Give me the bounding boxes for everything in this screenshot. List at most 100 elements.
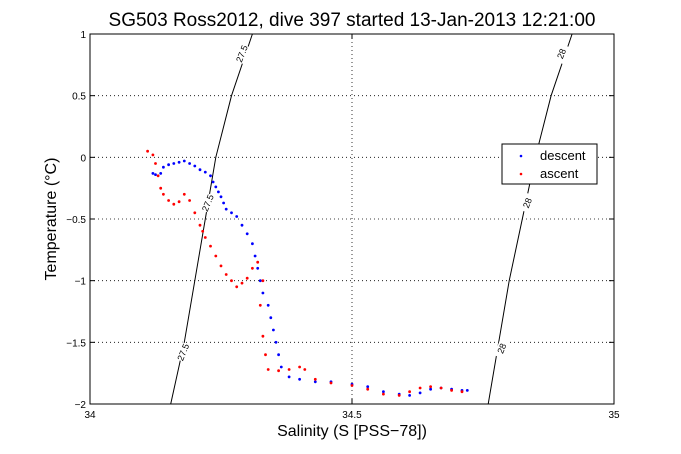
density-contour-line: [487, 33, 573, 405]
x-tick-label: 34.5: [342, 410, 362, 421]
ascent-point: [182, 192, 186, 196]
ascent-point: [209, 244, 212, 248]
ascent-point: [245, 276, 249, 280]
ascent-point: [201, 229, 205, 233]
y-tick-label: −0.5: [66, 215, 86, 226]
descent-point: [251, 242, 254, 246]
ascent-point: [397, 394, 401, 397]
contour-label-background: [199, 192, 216, 214]
descent-point: [279, 365, 283, 369]
descent-point: [230, 211, 233, 215]
ascent-point: [188, 199, 192, 202]
contour-label-background: [553, 43, 570, 64]
contour-label-background: [233, 43, 250, 64]
ascent-point: [167, 199, 171, 202]
y-tick-label: −1: [75, 277, 87, 288]
contour-label: 28: [555, 47, 568, 60]
x-tick-label: 35: [608, 410, 620, 421]
contour-label: 28: [495, 342, 508, 355]
descent-point: [177, 160, 181, 164]
ascent-point: [418, 386, 422, 390]
descent-point: [287, 375, 291, 379]
contour-label: 28: [521, 196, 534, 209]
legend-marker-descent: [519, 154, 523, 158]
descent-point: [214, 185, 218, 189]
ascent-point: [366, 387, 370, 391]
ascent-point: [329, 381, 333, 385]
descent-point: [366, 385, 370, 389]
y-tick-label: −1.5: [66, 338, 86, 349]
descent-point: [245, 232, 249, 236]
y-tick-label: 0.5: [72, 92, 86, 103]
descent-point: [258, 279, 262, 283]
descent-point: [167, 163, 171, 167]
descent-point: [465, 389, 469, 392]
ascent-point: [214, 254, 218, 258]
legend-label-descent: descent: [540, 148, 586, 163]
ascent-point: [235, 285, 239, 289]
density-contour-line: [170, 33, 253, 405]
y-tick-label: 0: [80, 153, 86, 164]
ascent-point: [203, 236, 207, 239]
descent-point: [272, 328, 275, 332]
descent-point: [159, 172, 163, 175]
descent-point: [219, 195, 223, 199]
descent-point: [235, 215, 239, 218]
descent-point: [313, 380, 317, 384]
descent-point: [182, 159, 186, 163]
descent-point: [224, 207, 228, 211]
descent-point: [429, 387, 432, 391]
descent-point: [269, 316, 273, 320]
descent-point: [266, 303, 270, 307]
x-axis-label: Salinity (S [PSS−78]): [277, 423, 427, 440]
ascent-point: [266, 368, 270, 371]
descent-point: [408, 394, 411, 397]
ascent-point: [193, 211, 197, 215]
ascent-point: [151, 153, 155, 157]
ascent-point: [230, 279, 233, 283]
ascent-point: [162, 192, 165, 196]
ascent-point: [303, 368, 307, 371]
descent-point: [217, 190, 220, 194]
ascent-point: [382, 392, 385, 396]
legend: descent ascent: [501, 143, 598, 185]
ascent-point: [258, 303, 262, 307]
x-tick-label: 34: [84, 410, 96, 421]
ascent-point: [261, 279, 265, 283]
ascent-point: [429, 385, 432, 389]
descent-point: [198, 168, 202, 172]
descent-point: [211, 180, 215, 184]
descent-point: [154, 173, 157, 177]
descent-point: [222, 201, 226, 205]
descent-point: [209, 174, 212, 178]
ascent-point: [439, 386, 443, 390]
ascent-point: [298, 365, 301, 369]
ascent-point: [450, 389, 453, 392]
ascent-point: [277, 369, 280, 373]
ascent-point: [159, 186, 163, 190]
descent-point: [188, 162, 192, 165]
descent-point: [193, 164, 197, 168]
descent-point: [261, 291, 265, 295]
ascent-point: [350, 384, 354, 387]
legend-box: [501, 143, 598, 185]
ascent-point: [198, 223, 202, 227]
descent-point: [203, 170, 207, 174]
ascent-point: [287, 368, 291, 371]
descent-point: [172, 162, 176, 165]
y-tick-label: −2: [75, 400, 87, 411]
ascent-point: [313, 377, 317, 381]
contour-label-background: [175, 341, 192, 363]
chart-title: SG503 Ross2012, dive 397 started 13-Jan-…: [109, 10, 596, 31]
descent-point: [240, 223, 244, 227]
ascent-point: [240, 281, 244, 285]
ascent-point: [219, 264, 223, 268]
ascent-point: [460, 390, 464, 394]
contour-label-background: [493, 338, 510, 359]
y-tick-label: 1: [80, 30, 86, 41]
ascent-point: [256, 260, 260, 264]
descent-point: [382, 390, 385, 394]
